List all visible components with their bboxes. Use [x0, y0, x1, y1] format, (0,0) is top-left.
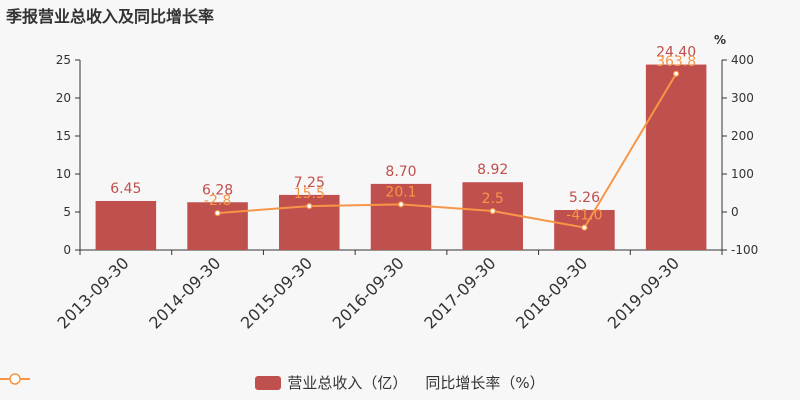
bar-data-label: 5.26	[569, 190, 600, 206]
bar	[187, 202, 248, 250]
y-right-tick-label: 100	[731, 167, 754, 181]
bar-data-label: 24.40	[656, 45, 696, 61]
growth-point	[306, 203, 313, 210]
y-right-tick-label: 300	[731, 91, 754, 105]
growth-data-label: 2.5	[482, 191, 504, 207]
growth-point	[581, 224, 588, 231]
growth-point	[214, 209, 221, 217]
bar-data-label: 8.70	[385, 164, 416, 180]
growth-data-label: -41.0	[566, 208, 602, 224]
legend-item-growth[interactable]: 同比增长率（%）	[0, 372, 545, 393]
y-left-tick-label: 20	[56, 91, 71, 105]
legend: 营业总收入（亿） 同比增长率（%）	[0, 372, 800, 393]
y-left-tick-label: 10	[56, 167, 71, 181]
y-right-unit-label: %	[714, 33, 726, 47]
x-tick-label: 2017-09-30	[420, 253, 499, 332]
y-right-tick-label: -100	[731, 243, 758, 257]
legend-label-revenue: 营业总收入（亿）	[287, 374, 408, 392]
bar-data-label: 6.45	[110, 181, 141, 197]
chart-title: 季报营业总收入及同比增长率	[6, 7, 215, 26]
bar-data-label: 7.25	[294, 175, 325, 191]
x-tick-label: 2013-09-30	[54, 253, 133, 332]
growth-data-label: 363.8	[656, 54, 696, 70]
x-tick-label: 2014-09-30	[145, 253, 224, 332]
growth-data-label: 15.5	[294, 186, 325, 202]
y-right-tick-label: 400	[731, 53, 754, 67]
legend-swatch-growth	[0, 373, 30, 385]
x-tick-label: 2018-09-30	[512, 253, 591, 332]
y-left-tick-label: 5	[63, 205, 71, 219]
bar	[370, 183, 432, 250]
legend-label-growth: 同比增长率（%）	[425, 374, 545, 392]
x-tick-label: 2016-09-30	[329, 253, 408, 332]
legend-swatch-revenue	[255, 375, 282, 390]
growth-point	[489, 207, 496, 215]
bar-data-label: 6.28	[202, 182, 233, 198]
growth-line	[217, 73, 678, 229]
bar	[95, 200, 157, 250]
growth-point	[397, 201, 405, 208]
bar	[462, 182, 523, 250]
y-right-tick-label: 0	[731, 205, 739, 219]
legend-item-revenue[interactable]: 营业总收入（亿）	[255, 372, 407, 393]
y-right-tick-label: 200	[731, 129, 754, 143]
growth-point	[673, 70, 680, 77]
bar-data-label: 8.92	[477, 162, 508, 178]
growth-data-label: 20.1	[385, 184, 416, 200]
y-left-tick-label: 0	[63, 243, 71, 257]
bar	[645, 64, 707, 250]
x-tick-label: 2015-09-30	[237, 253, 316, 332]
y-left-tick-label: 25	[56, 53, 71, 67]
y-left-tick-label: 15	[56, 129, 71, 143]
growth-data-label: -2.8	[204, 193, 231, 209]
x-tick-label: 2019-09-30	[604, 253, 683, 332]
